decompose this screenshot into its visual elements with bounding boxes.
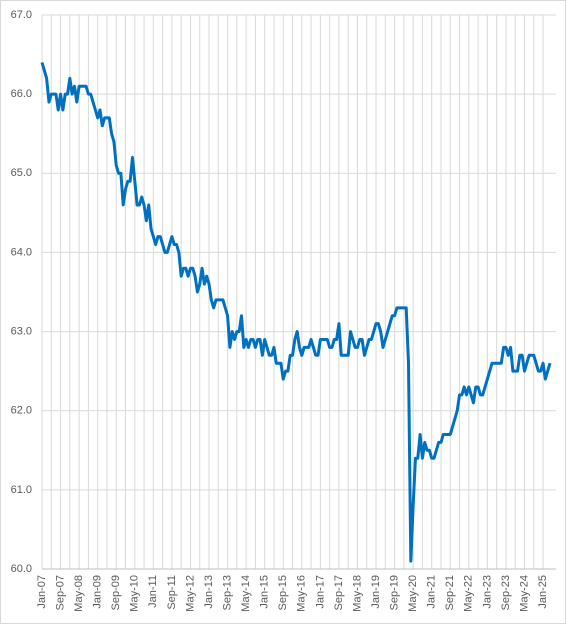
x-tick-label: Sep-09 (110, 575, 122, 610)
x-tick-label: Sep-13 (221, 575, 233, 610)
x-tick-label: Jan-11 (147, 575, 159, 608)
y-tick-label: 63.0 (11, 325, 32, 337)
x-tick-label: Sep-19 (388, 575, 400, 610)
x-tick-label: May-24 (518, 575, 530, 612)
y-tick-label: 62.0 (11, 405, 32, 417)
y-tick-label: 61.0 (11, 484, 32, 496)
x-tick-label: May-08 (73, 575, 85, 612)
x-tick-label: Jan-21 (426, 575, 438, 609)
x-tick-label: Sep-07 (54, 575, 66, 610)
x-tick-label: Jan-19 (370, 575, 382, 609)
y-tick-label: 60.0 (11, 563, 32, 575)
x-tick-label: May-16 (296, 575, 308, 612)
y-tick-label: 66.0 (11, 88, 32, 100)
x-tick-label: Sep-17 (333, 575, 345, 610)
x-tick-label: May-12 (184, 575, 196, 612)
y-tick-label: 64.0 (11, 246, 32, 258)
y-tick-label: 65.0 (11, 167, 32, 179)
x-tick-label: Sep-11 (166, 575, 178, 610)
x-tick-label: Jan-23 (481, 575, 493, 609)
x-tick-label: May-10 (129, 575, 141, 612)
x-tick-label: May-20 (407, 575, 419, 612)
x-tick-label: Jan-25 (537, 575, 549, 609)
x-tick-label: Jan-15 (259, 575, 271, 609)
x-tick-label: May-14 (240, 575, 252, 612)
x-tick-label: Jan-09 (92, 575, 104, 609)
x-tick-label: Sep-23 (500, 575, 512, 610)
y-tick-label: 67.0 (11, 9, 32, 21)
data-line (40, 62, 552, 563)
x-tick-label: Jan-13 (203, 575, 215, 609)
x-tick-label: Sep-15 (277, 575, 289, 610)
x-tick-label: Jan-07 (36, 575, 48, 609)
x-tick-label: Sep-21 (444, 575, 456, 610)
x-tick-label: May-18 (351, 575, 363, 612)
x-tick-label: Jan-17 (314, 575, 326, 609)
x-tick-label: May-22 (463, 575, 475, 612)
